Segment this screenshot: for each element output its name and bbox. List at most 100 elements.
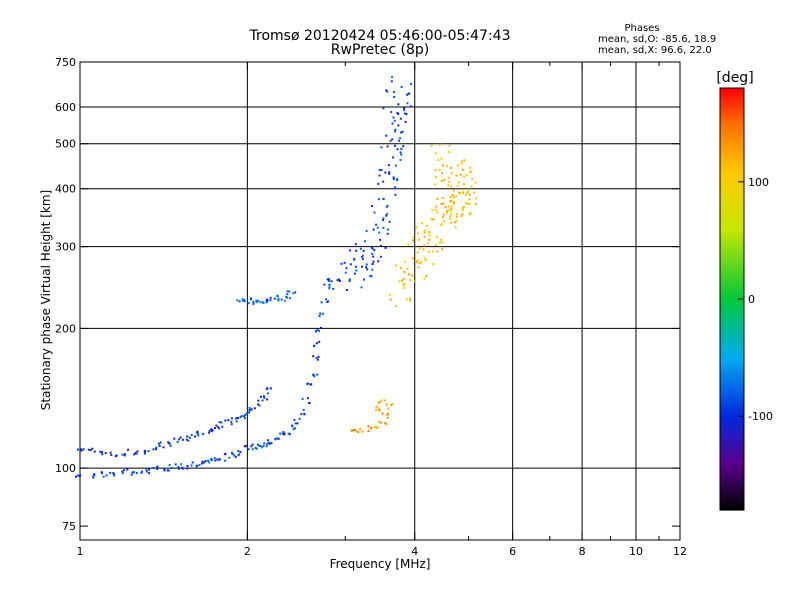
data-point-4-4: [428, 234, 431, 237]
data-point-3-12: [407, 92, 410, 95]
data-point-4-2: [407, 273, 410, 276]
data-point-0-19: [237, 454, 240, 457]
colorbar-band: [720, 284, 744, 289]
data-point-4-0: [405, 298, 408, 301]
colorbar-band: [720, 147, 744, 152]
colorbar-band: [720, 358, 744, 363]
data-point-4-16: [438, 168, 441, 171]
data-point-4-3: [432, 263, 435, 266]
data-point-4-14: [463, 159, 466, 162]
data-point-3-3: [373, 249, 376, 252]
data-point-3-7: [384, 171, 387, 174]
colorbar-band: [720, 112, 744, 117]
data-point-0-9: [168, 464, 171, 467]
data-point-5-0: [350, 429, 353, 432]
data-point-5-2: [370, 427, 372, 430]
data-point-5-4: [384, 422, 387, 425]
data-point-1-13: [197, 434, 200, 437]
data-point-0-6: [145, 468, 148, 471]
data-point-3-3: [372, 260, 375, 263]
data-point-3-0: [348, 278, 351, 281]
data-point-4-13: [452, 189, 455, 192]
data-point-4-8: [442, 202, 445, 205]
data-point-3-6: [377, 198, 380, 201]
data-point-4-12: [463, 175, 466, 178]
data-point-0-32: [307, 382, 310, 385]
colorbar-band: [720, 228, 744, 233]
data-point-3-6: [386, 204, 389, 207]
data-point-4-6: [445, 211, 448, 214]
data-point-1-23: [262, 395, 265, 398]
data-point-1-2: [101, 453, 104, 456]
data-point-3-11: [406, 93, 409, 96]
colorbar-band: [720, 105, 744, 110]
data-point-3-10: [382, 107, 385, 110]
data-point-3-1: [343, 261, 346, 264]
data-point-4-9: [445, 210, 448, 212]
colorbar-band: [720, 436, 744, 441]
data-point-0-11: [181, 467, 184, 470]
data-point-1-5: [135, 452, 138, 455]
data-point-1-20: [245, 412, 248, 415]
data-point-5-7: [377, 401, 380, 404]
data-point-4-7: [454, 221, 457, 224]
data-point-1-9: [168, 442, 171, 445]
data-point-3-8: [391, 138, 394, 141]
data-point-1-2: [104, 452, 107, 455]
data-point-4-2: [417, 266, 420, 269]
data-point-0-34: [317, 355, 320, 358]
data-point-4-3: [423, 244, 426, 247]
data-point-4-13: [470, 170, 473, 173]
data-point-3-7: [394, 164, 397, 167]
data-point-4-4: [417, 238, 420, 241]
stats-title: Phases: [624, 23, 659, 34]
data-point-4-2: [402, 277, 405, 280]
colorbar-band: [720, 151, 744, 156]
data-point-4-11: [452, 196, 455, 199]
data-point-2-9: [288, 290, 291, 293]
grid: [80, 62, 680, 540]
colorbar-band: [720, 242, 744, 247]
data-point-4-16: [437, 159, 440, 162]
colorbar-band: [720, 165, 744, 170]
y-tick-label-300: 300: [55, 241, 76, 254]
data-point-3-5: [386, 232, 389, 235]
colorbar-band: [720, 263, 744, 268]
data-point-0-18: [231, 451, 233, 454]
data-point-2-9: [286, 290, 289, 293]
data-point-3-10: [403, 109, 406, 112]
data-point-5-0: [354, 429, 357, 431]
data-point-0-26: [283, 433, 286, 436]
data-point-0-37: [322, 312, 324, 315]
colorbar-band: [720, 211, 744, 216]
data-point-4-7: [450, 207, 453, 210]
data-point-4-6: [428, 231, 431, 234]
data-point-1-24: [269, 387, 272, 390]
colorbar-band: [720, 485, 744, 490]
data-point-0-32: [309, 383, 312, 386]
data-point-4-6: [436, 235, 439, 238]
data-point-3-5: [388, 220, 391, 223]
data-point-1-6: [143, 450, 146, 453]
data-point-1-22: [257, 403, 260, 406]
data-point-0-27: [288, 433, 291, 436]
data-point-4-0: [409, 299, 412, 302]
data-point-3-10: [404, 120, 407, 123]
colorbar-band: [720, 348, 744, 353]
data-point-4-12: [475, 197, 478, 200]
colorbar-band: [720, 98, 744, 103]
colorbar-band: [720, 337, 744, 342]
colorbar-band: [720, 144, 744, 149]
data-point-0-20: [244, 444, 247, 447]
data-point-4-3: [431, 250, 434, 253]
data-point-1-11: [186, 435, 189, 438]
data-point-3-11: [406, 102, 409, 105]
data-point-0-23: [267, 441, 270, 444]
colorbar-band: [720, 506, 744, 511]
data-point-3-0: [344, 271, 347, 274]
data-point-4-13: [450, 185, 453, 188]
data-point-4-16: [447, 151, 450, 153]
data-point-1-14: [208, 431, 211, 434]
data-point-4-0: [389, 298, 392, 301]
data-point-4-6: [430, 218, 433, 221]
